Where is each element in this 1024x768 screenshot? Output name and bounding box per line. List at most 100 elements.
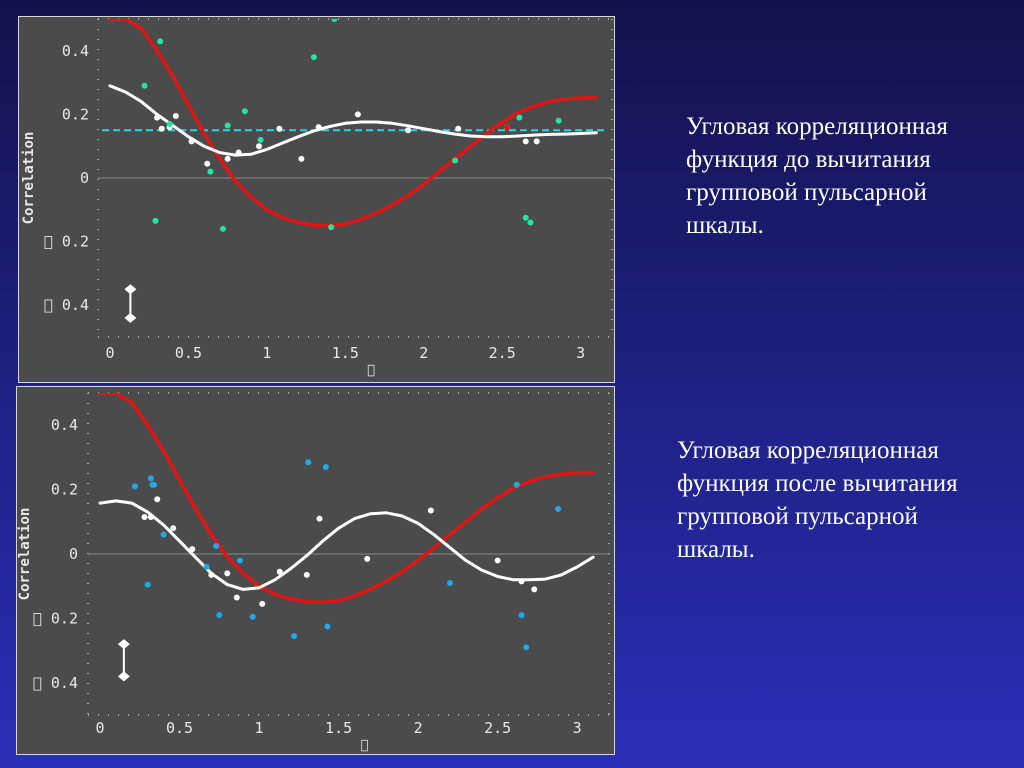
caption-line: функция до вычитания xyxy=(686,146,931,173)
data-point-colored xyxy=(224,122,231,129)
data-point-white xyxy=(188,138,195,145)
x-tick-label: 1.5 xyxy=(325,719,352,737)
x-axis-title:   xyxy=(367,363,375,378)
y-tick-label: 0.2 xyxy=(51,481,78,499)
data-point-colored xyxy=(216,612,223,619)
error-bar xyxy=(124,284,137,323)
data-point-white xyxy=(494,557,501,564)
caption-line: шкалы. xyxy=(677,536,755,563)
red-model-curve xyxy=(108,19,599,228)
data-point-white xyxy=(147,513,154,520)
data-point-white xyxy=(533,138,540,145)
data-point-red xyxy=(503,124,510,131)
data-point-white xyxy=(455,125,462,132)
data-point-colored xyxy=(166,120,173,127)
y-tick-label:   0.2 xyxy=(44,233,89,251)
data-point-white xyxy=(224,155,231,162)
data-point-white xyxy=(364,555,371,562)
data-point-white xyxy=(208,571,215,578)
data-point-colored xyxy=(523,644,530,651)
data-point-colored xyxy=(241,108,248,115)
data-point-white xyxy=(170,525,177,532)
data-point-colored xyxy=(151,481,158,488)
data-point-white xyxy=(158,125,165,132)
white-fit-curve xyxy=(108,84,598,157)
data-point-white xyxy=(154,114,161,121)
x-tick-label: 3 xyxy=(576,344,585,362)
data-point-colored xyxy=(131,483,138,490)
x-tick-label: 2.5 xyxy=(489,344,516,362)
y-tick-label: 0.2 xyxy=(62,105,89,123)
y-tick-label: 0.4 xyxy=(51,416,78,434)
data-point-colored xyxy=(213,542,220,549)
data-point-white xyxy=(522,138,529,145)
data-point-white xyxy=(233,594,240,601)
x-tick-label: 0.5 xyxy=(166,719,193,737)
x-tick-label: 1.5 xyxy=(332,344,359,362)
x-tick-label: 0 xyxy=(95,719,104,737)
data-point-white xyxy=(303,571,310,578)
data-point-colored xyxy=(518,612,525,619)
data-point-white xyxy=(154,496,161,503)
data-point-colored xyxy=(324,623,331,630)
data-point-colored xyxy=(147,475,154,482)
caption-line: Угловая корреляционная xyxy=(686,113,948,140)
y-tick-label: 0.4 xyxy=(62,42,89,60)
error-bar-cap-top xyxy=(117,639,130,650)
data-point-colored xyxy=(527,219,534,226)
data-point-white xyxy=(315,124,322,131)
x-tick-label: 2.5 xyxy=(484,719,511,737)
plot-area xyxy=(108,19,599,232)
white-fit-curve xyxy=(98,499,595,591)
chart-panel-before: 0.4 0.2 0   0.2   0.4 0 0.5 1 1.5 2 2.5 3 Correlatio… xyxy=(18,16,615,383)
caption-line: групповой пульсарной xyxy=(686,179,927,206)
data-point-white xyxy=(224,570,231,577)
data-point-colored xyxy=(219,225,226,232)
data-point-white xyxy=(405,127,412,134)
x-tick-label: 1 xyxy=(262,344,271,362)
data-point-white xyxy=(531,586,538,593)
error-bar-cap-bottom xyxy=(124,312,137,323)
data-point-white xyxy=(189,546,196,553)
caption-line: функция после вычитания xyxy=(677,470,958,497)
y-tick-label: 0 xyxy=(80,169,89,187)
data-point-white xyxy=(256,143,263,150)
y-tick-label:   0.2 xyxy=(33,609,78,627)
data-point-colored xyxy=(322,464,329,471)
data-point-colored xyxy=(328,224,335,231)
data-point-white xyxy=(141,513,148,520)
plot-area xyxy=(98,393,595,651)
data-point-colored xyxy=(207,168,214,175)
data-point-colored xyxy=(522,214,529,221)
error-bar-cap-bottom xyxy=(117,671,130,682)
caption-before: Угловая корреляционная функция до вычита… xyxy=(686,110,1006,242)
data-point-white xyxy=(204,160,211,167)
data-point-white xyxy=(316,515,323,522)
caption-after: Угловая корреляционная функция после выч… xyxy=(677,434,1012,566)
data-point-colored xyxy=(331,19,338,22)
data-point-white xyxy=(259,600,266,607)
x-tick-label: 0 xyxy=(105,344,114,362)
correlation-chart-after: 0.4 0.2 0   0.2   0.4 0 0.5 1 1.5 2 2.5 3 Correlatio… xyxy=(17,392,610,753)
data-point-white xyxy=(518,578,525,585)
data-point-colored xyxy=(555,505,562,512)
data-point-white xyxy=(298,155,305,162)
data-point-colored xyxy=(310,54,317,61)
y-tick-label: 0 xyxy=(69,545,78,563)
x-tick-label: 0.5 xyxy=(175,344,202,362)
data-point-colored xyxy=(141,82,148,89)
data-point-colored xyxy=(249,613,256,620)
y-axis-title: Correlation xyxy=(21,132,37,225)
data-point-white xyxy=(276,568,283,575)
y-tick-label:   0.4 xyxy=(33,674,78,692)
data-point-colored xyxy=(160,531,167,538)
error-bar-cap-top xyxy=(124,284,137,295)
x-tick-label: 2 xyxy=(414,719,423,737)
data-point-colored xyxy=(152,217,159,224)
x-axis-title:   xyxy=(361,738,369,753)
data-point-colored xyxy=(305,459,312,466)
y-tick-label:   0.4 xyxy=(44,296,89,314)
caption-line: шкалы. xyxy=(686,212,764,239)
chart-panel-after: 0.4 0.2 0   0.2   0.4 0 0.5 1 1.5 2 2.5 3 Correlatio… xyxy=(16,386,615,755)
data-point-white xyxy=(354,111,361,118)
